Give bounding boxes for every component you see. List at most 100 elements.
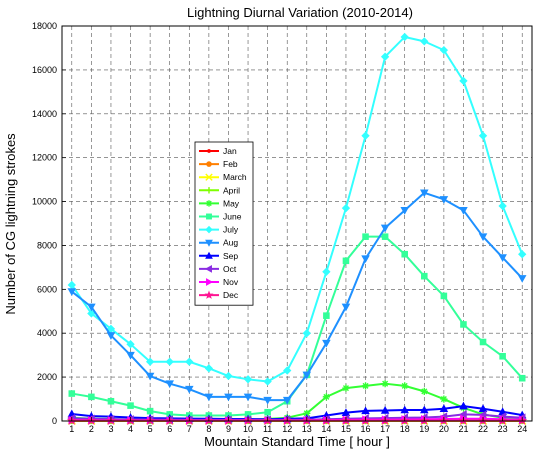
x-tick-label: 8: [206, 424, 211, 434]
data-point: [206, 213, 212, 220]
data-point: [439, 45, 449, 55]
x-tick-label: 4: [128, 424, 133, 434]
data-point: [127, 402, 134, 409]
legend: Jan Feb March April May June July Aug Sep Oct Nov D…: [194, 141, 254, 306]
data-point: [341, 203, 351, 213]
y-tick-label: 2000: [37, 372, 57, 382]
x-tick-label: 12: [282, 424, 292, 434]
series-aug: [67, 189, 527, 405]
data-point: [88, 393, 95, 401]
legend-item: Nov: [199, 277, 239, 287]
data-point: [400, 207, 409, 215]
data-point: [145, 372, 155, 381]
data-point: [303, 409, 311, 417]
x-tick-label: 9: [226, 424, 231, 434]
legend-item: Sep: [199, 251, 238, 261]
x-tick-label: 6: [167, 424, 172, 434]
y-tick-label: 16000: [32, 65, 57, 75]
data-point: [517, 275, 527, 283]
data-point: [282, 396, 292, 405]
data-point: [518, 374, 526, 382]
legend-label: July: [223, 225, 239, 235]
data-point: [322, 339, 331, 348]
data-point: [224, 393, 233, 402]
data-point: [401, 250, 408, 258]
x-tick-label: 5: [148, 424, 153, 434]
data-point: [107, 397, 115, 405]
y-tick-label: 14000: [32, 109, 57, 119]
data-point: [322, 393, 330, 401]
data-point: [499, 352, 506, 360]
data-point: [205, 251, 213, 259]
data-point: [322, 267, 331, 276]
data-point: [459, 207, 468, 215]
data-point: [68, 390, 76, 397]
data-point: [420, 37, 429, 46]
data-point: [420, 387, 428, 395]
data-point: [421, 272, 428, 280]
data-point: [342, 384, 350, 392]
y-tick-label: 6000: [37, 284, 57, 294]
data-point: [440, 395, 448, 403]
legend-box: [194, 141, 254, 306]
data-point: [224, 371, 233, 381]
data-point: [498, 201, 507, 211]
legend-item: Aug: [199, 238, 238, 248]
data-point: [205, 173, 213, 181]
data-point: [478, 404, 488, 412]
data-point: [440, 292, 448, 300]
legend-label: March: [223, 172, 247, 182]
x-tick-label: 21: [458, 424, 468, 434]
data-point: [401, 382, 409, 390]
data-point: [478, 233, 488, 242]
data-point: [263, 377, 272, 386]
data-point: [204, 393, 214, 402]
data-point: [381, 233, 389, 240]
legend-label: Jan: [223, 146, 237, 156]
data-point: [206, 161, 212, 167]
x-tick-label: 15: [341, 424, 351, 434]
data-point: [478, 131, 488, 140]
legend-label: June: [223, 212, 242, 222]
data-point: [126, 351, 135, 360]
x-tick-label: 17: [380, 424, 390, 434]
data-point: [205, 200, 213, 207]
data-point: [459, 76, 468, 86]
legend-label: Dec: [223, 290, 239, 300]
legend-item: Dec: [199, 290, 239, 300]
data-point: [106, 332, 116, 340]
data-point: [361, 382, 370, 390]
data-point: [420, 405, 429, 414]
x-tick-label: 14: [321, 424, 331, 434]
data-point: [342, 257, 350, 265]
data-point: [498, 254, 507, 262]
plot-frame: [61, 25, 533, 422]
x-tick-label: 19: [419, 424, 429, 434]
data-point: [243, 375, 253, 384]
x-tick-label: 13: [302, 424, 312, 434]
legend-item: April: [199, 185, 240, 195]
data-point: [479, 338, 487, 346]
x-tick-label: 24: [517, 424, 527, 434]
legend-label: Oct: [223, 264, 237, 274]
data-point: [264, 408, 271, 416]
series-july: [67, 32, 527, 386]
y-tick-label: 0: [52, 416, 57, 426]
data-point: [323, 312, 330, 319]
series-line: [70, 35, 524, 383]
data-point: [361, 255, 370, 264]
data-point: [87, 309, 96, 318]
data-point: [185, 385, 194, 394]
data-point: [380, 52, 390, 61]
data-point: [400, 32, 409, 42]
data-point: [87, 303, 96, 312]
data-point: [207, 149, 211, 153]
data-point: [302, 329, 311, 338]
data-point: [302, 371, 312, 380]
data-point: [439, 196, 449, 204]
data-point: [380, 406, 390, 414]
x-axis-label: Mountain Standard Time [ hour ]: [204, 434, 390, 449]
data-point: [460, 321, 467, 328]
x-tick-label: 7: [187, 424, 192, 434]
